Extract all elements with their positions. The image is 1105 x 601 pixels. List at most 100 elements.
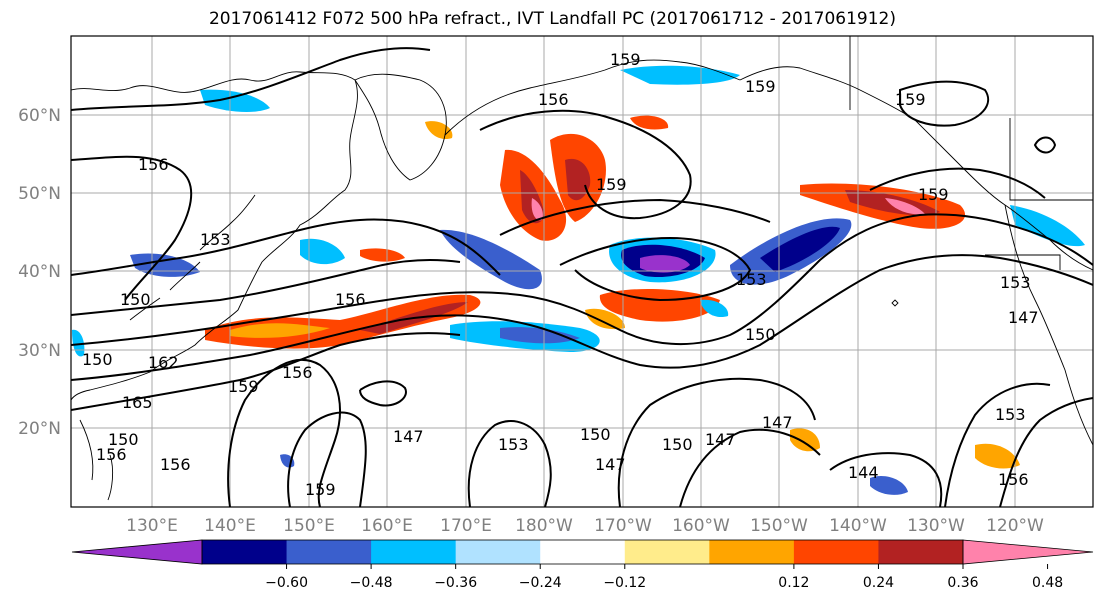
negative-anomaly-region (700, 299, 729, 318)
lon-label: 140°E (204, 516, 256, 536)
colorbar-cell (624, 540, 710, 564)
positive-anomaly-region (975, 443, 1020, 469)
lon-label: 130°E (126, 516, 178, 536)
negative-anomaly-peak (640, 255, 690, 273)
colorbar-cell (793, 540, 879, 564)
contour-label: 150 (108, 430, 139, 449)
positive-anomaly-region (585, 308, 625, 330)
positive-anomaly-peak (531, 198, 543, 221)
negative-anomaly-core (760, 226, 840, 272)
contour-label: 147 (762, 413, 793, 432)
lon-label: 130°W (907, 516, 965, 536)
negative-anomaly-region (300, 238, 345, 265)
colorbar-cell (202, 540, 288, 564)
contour-label: 150 (745, 325, 776, 344)
positive-anomaly-region (360, 248, 405, 262)
lon-label: 120°W (986, 516, 1044, 536)
contour-label: 153 (200, 230, 231, 249)
contour-label: 156 (538, 90, 569, 109)
contour-label: 156 (282, 363, 313, 382)
lon-label: 160°E (361, 516, 413, 536)
lon-label: 170°E (440, 516, 492, 536)
colorbar-tick-label: 0.24 (863, 575, 894, 591)
positive-anomaly-region (790, 428, 820, 452)
negative-anomaly-region (620, 65, 740, 85)
map-title: 2017061412 F072 500 hPa refract., IVT La… (208, 9, 896, 29)
negative-anomaly-core (500, 327, 580, 344)
colorbar-tick-label: −0.24 (519, 575, 562, 591)
lat-label: 40°N (18, 262, 61, 282)
contour-label: 153 (498, 435, 529, 454)
contour-label: 159 (228, 377, 259, 396)
contour-label: 150 (662, 435, 693, 454)
contour-label: 159 (610, 50, 641, 69)
lon-label: 170°W (594, 516, 652, 536)
colorbar-cell (371, 540, 457, 564)
colorbar-cell (709, 540, 795, 564)
contour-label: 156 (160, 455, 191, 474)
contour-label: 153 (995, 405, 1026, 424)
positive-anomaly-region (630, 115, 669, 130)
contour-label: 159 (596, 175, 627, 194)
colorbar-tick-label: −0.36 (434, 575, 477, 591)
colorbar-ticks: −0.60 −0.48 −0.36 −0.24 −0.12 0.12 0.24 0.36 0.4… (265, 564, 1063, 591)
contour-label: 147 (595, 455, 626, 474)
contour-label: 147 (1008, 308, 1039, 327)
colorbar-cells (72, 540, 1093, 564)
colorbar-tick-label: −0.48 (350, 575, 393, 591)
colorbar-tick-label: −0.60 (265, 575, 308, 591)
contour-label: 150 (120, 290, 151, 309)
contour-label: 156 (138, 155, 169, 174)
lon-label: 150°W (750, 516, 808, 536)
negative-anomaly-region (1010, 205, 1085, 247)
colorbar-cell (455, 540, 541, 564)
negative-anomaly-region (870, 475, 908, 495)
lon-label: 160°W (672, 516, 730, 536)
positive-anomaly-peak (885, 198, 925, 215)
colorbar-tick-label: 0.48 (1032, 575, 1063, 591)
contour-label: 159 (895, 90, 926, 109)
contour-label: 153 (1000, 273, 1031, 292)
contour-label: 156 (335, 290, 366, 309)
colorbar-tick-label: 0.12 (778, 575, 809, 591)
contour-label: 159 (745, 77, 776, 96)
contour-label: 147 (705, 430, 736, 449)
lat-label: 50°N (18, 184, 61, 204)
colorbar-tick-label: −0.12 (603, 575, 646, 591)
contour-label: 156 (96, 445, 127, 464)
positive-anomaly-core (565, 158, 591, 201)
lat-label: 60°N (18, 106, 61, 126)
contour-label: 144 (848, 463, 879, 482)
contour-label: 159 (918, 185, 949, 204)
colorbar: −0.60 −0.48 −0.36 −0.24 −0.12 0.12 0.24 0.36 0.4… (71, 539, 1094, 591)
contour-labels: 156 159 159 159 156 153 150 150 162 165 … (82, 50, 1039, 499)
lon-label: 180°W (515, 516, 573, 536)
contour-label: 165 (122, 393, 153, 412)
height-contours (71, 47, 1093, 507)
lat-label: 30°N (18, 341, 61, 361)
contour-label: 162 (148, 353, 179, 372)
map-frame (70, 35, 1094, 508)
lon-label: 140°W (829, 516, 887, 536)
colorbar-cell (72, 540, 202, 564)
colorbar-cell (540, 540, 626, 564)
negative-anomaly-region (200, 89, 270, 112)
contour-label: 150 (580, 425, 611, 444)
contour-label: 156 (998, 470, 1029, 489)
contour-label: 147 (393, 427, 424, 446)
positive-anomaly-region (230, 323, 330, 338)
map-gridlines (71, 36, 1093, 507)
colorbar-right-extend (962, 539, 1094, 565)
longitude-labels: 130°E 140°E 150°E 160°E 170°E 180°W 170°… (126, 516, 1044, 536)
contour-label: 159 (305, 480, 336, 499)
contour-label: 150 (82, 350, 113, 369)
colorbar-cell (286, 540, 372, 564)
colorbar-cell (878, 540, 964, 564)
lat-label: 20°N (18, 419, 61, 439)
latitude-labels: 60°N 50°N 40°N 30°N 20°N (18, 106, 61, 439)
lon-label: 150°E (283, 516, 335, 536)
contour-label: 153 (736, 270, 767, 289)
colorbar-cell (963, 540, 1093, 564)
colorbar-tick-label: 0.36 (947, 575, 978, 591)
